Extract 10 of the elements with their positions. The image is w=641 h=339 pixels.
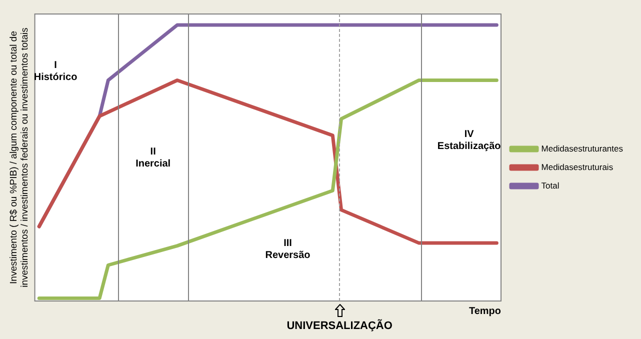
x-axis-title: Tempo (468, 306, 502, 317)
annotation: II Inercial (136, 146, 171, 170)
annotation: I Histórico (34, 60, 78, 84)
y-axis-title: Investimento ( R$ ou %PIB) / algum componente ou total de investimentos / investimentos federais ou investimentos totais (8, 27, 31, 288)
legend-label: Medidasestruturais (541, 162, 614, 172)
annotation: IV Estabilização (437, 129, 501, 152)
annotation: III Reversão (265, 238, 310, 262)
text: UNIVERSALIZAÇÃO (286, 319, 393, 332)
legend-label: Medidasestruturantes (541, 143, 624, 154)
legend-label: Total (541, 180, 560, 190)
